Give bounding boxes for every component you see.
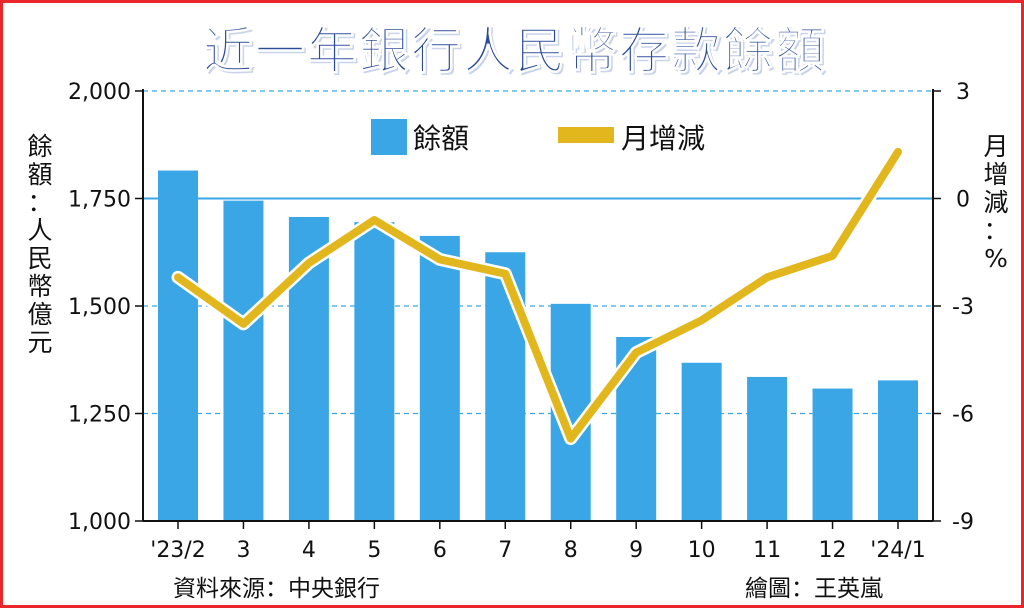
y-right-tick-label: -9 (952, 510, 974, 535)
y-left-tick-label: 1,000 (68, 510, 131, 535)
chart-title: 近一年銀行人民幣存款餘額 (203, 22, 827, 81)
x-tick-label: 6 (433, 538, 447, 563)
legend-bar-swatch (371, 119, 407, 155)
x-tick-label: 11 (753, 538, 781, 563)
line-series (174, 147, 902, 443)
data-source: 資料來源：中央銀行 (173, 576, 380, 602)
x-tick-label: 9 (629, 538, 643, 563)
bar (812, 388, 853, 521)
y-left-tick-label: 1,250 (68, 403, 131, 428)
legend-line-swatch (558, 127, 614, 143)
x-tick-label: 5 (367, 538, 381, 563)
legend-bar-label: 餘額 (413, 122, 469, 155)
x-tick-label: 12 (819, 538, 847, 563)
bar (878, 380, 918, 521)
x-tick-label: '23/2 (150, 538, 205, 563)
line-series-outline (171, 145, 905, 446)
y-right-tick-label: -3 (952, 295, 974, 320)
x-tick-label: 7 (498, 538, 512, 563)
chart-plot: 1,000 1,250 1,500 1,750 2,000 -9 -6 -3 0 3 '23/2 3 4… (68, 80, 974, 563)
bar (681, 362, 722, 521)
x-tick-label: 4 (302, 538, 316, 563)
x-tick-label: '24/1 (870, 538, 925, 563)
bar (747, 376, 788, 521)
y-right-tick-label: -6 (952, 403, 974, 428)
bar (419, 235, 460, 521)
bar (354, 222, 395, 521)
x-tick-label: 8 (564, 538, 578, 563)
legend-line-label: 月增減 (621, 122, 705, 155)
bar (158, 170, 198, 522)
y-left-tick-label: 2,000 (68, 80, 131, 105)
graphic-credit: 繪圖：王英嵐 (745, 576, 883, 602)
y-left-tick-label: 1,500 (68, 295, 131, 320)
x-tick-label: 10 (688, 538, 716, 563)
y-left-tick-label: 1,750 (68, 188, 131, 213)
x-tick-label: 3 (236, 538, 250, 563)
y-right-tick-label: 0 (956, 188, 970, 213)
y-axis-right-label: 月增減：% (983, 132, 1009, 273)
y-axis-left-label: 餘額：人民幣億元 (27, 132, 53, 357)
y-right-tick-label: 3 (956, 80, 970, 105)
bar (223, 200, 264, 521)
